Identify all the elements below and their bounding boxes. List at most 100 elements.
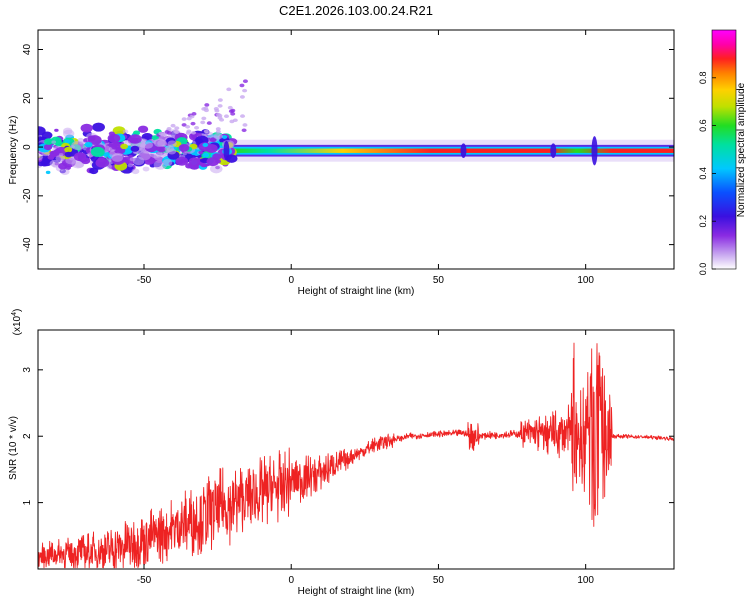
spectral-wisp <box>186 116 192 121</box>
spectrogram-y-tick-label: 20 <box>22 92 33 104</box>
spectral-blob <box>92 122 105 132</box>
spectral-blob <box>89 167 99 175</box>
spectral-wisp <box>191 130 197 135</box>
spectrogram-x-tick-label: 0 <box>288 275 294 286</box>
colorbar-ticks: 0.0 0.2 0.4 0.6 0.8 <box>698 72 716 275</box>
spectral-wisp <box>217 104 223 108</box>
spectrogram-heatmap <box>38 79 674 176</box>
snr-y-ticks: 1 2 3 <box>22 367 674 505</box>
spectral-blob <box>84 141 93 148</box>
spectral-wisp <box>181 123 187 127</box>
spectral-wisp <box>174 126 180 130</box>
colorbar-label: Normalized spectral amplitude <box>736 82 747 217</box>
spectral-blob <box>97 157 105 163</box>
spectral-blob <box>122 129 129 134</box>
snr-x-tick-label: 100 <box>577 575 594 586</box>
colorbar-tick-label: 0.2 <box>698 215 708 228</box>
spectral-wisp <box>229 119 235 124</box>
spectral-blob <box>107 133 121 143</box>
spectrogram-y-tick-label: -20 <box>22 188 33 203</box>
spectral-blob <box>80 123 93 133</box>
spectral-blob <box>204 131 214 139</box>
spectral-blob <box>202 152 210 158</box>
spectral-blob <box>45 170 51 175</box>
spectral-blob <box>108 131 115 136</box>
snr-x-tick-label: 50 <box>433 575 445 586</box>
spectral-wisp <box>223 114 229 119</box>
snr-y-tick-label: 3 <box>22 367 33 373</box>
spectral-blob <box>198 150 204 155</box>
spectral-wisp <box>239 83 245 88</box>
spectral-wisp <box>206 121 212 125</box>
snr-y-multiplier: (x104) <box>11 309 23 336</box>
spectral-blob <box>175 156 189 166</box>
spectral-blob <box>80 157 91 165</box>
spectral-wisp <box>166 126 172 131</box>
spectral-wisp <box>196 132 202 137</box>
spectral-blob <box>60 168 70 176</box>
spectral-blob <box>192 164 199 169</box>
spectral-blob <box>188 157 200 166</box>
band-spike <box>591 136 598 166</box>
snr-x-tick-label: -50 <box>137 575 152 586</box>
band-core <box>232 148 674 153</box>
spectral-blob <box>162 159 173 167</box>
band-spike <box>550 143 557 159</box>
spectral-blob <box>205 143 218 153</box>
spectral-blob <box>77 137 84 143</box>
snr-multiplier-close: ) <box>12 309 23 312</box>
spectral-blob <box>111 153 124 162</box>
spectral-blob <box>51 140 57 144</box>
spectrogram-y-ticks: -40 -20 0 20 40 <box>22 44 674 252</box>
figure-title: C2E1.2026.103.00.24.R21 <box>279 3 433 18</box>
spectral-wisp <box>217 113 223 118</box>
spectral-blob <box>206 157 220 167</box>
spectral-blob <box>74 161 84 168</box>
spectral-blob <box>62 127 73 135</box>
snr-series-line <box>38 342 674 569</box>
spectral-blob <box>142 166 150 172</box>
spectral-wisp <box>200 120 206 125</box>
spectral-wisp <box>215 129 221 134</box>
spectral-wisp <box>242 123 248 127</box>
spectral-wisp <box>239 95 245 99</box>
spectral-blob <box>202 142 209 148</box>
spectral-blob <box>49 159 60 167</box>
spectral-blob <box>49 150 57 156</box>
band-spike <box>460 143 467 159</box>
spectral-wisp <box>215 127 221 131</box>
spectral-blob <box>130 145 140 152</box>
spectrogram-frame <box>37 29 675 270</box>
spectral-wisp <box>242 88 248 93</box>
spectral-wisp <box>226 87 232 92</box>
spectral-blob <box>58 153 64 157</box>
spectral-blob <box>129 137 138 144</box>
snr-multiplier-base: (x10 <box>12 315 23 335</box>
spectral-blob <box>142 141 154 149</box>
spectral-blob <box>58 162 68 170</box>
spectral-wisp <box>214 108 220 113</box>
snr-frame <box>37 329 675 570</box>
spectral-wisp <box>166 131 172 135</box>
colorbar-tick-label: 0.8 <box>698 72 708 85</box>
spectrogram-y-tick-label: -40 <box>22 237 33 252</box>
spectral-blob <box>133 130 141 136</box>
snr-multiplier-exponent: 4 <box>11 312 18 316</box>
spectrogram-y-tick-label: 40 <box>22 44 33 56</box>
spectral-blob <box>131 168 140 175</box>
spectral-blob <box>112 126 126 136</box>
spectral-wisp <box>228 109 234 114</box>
spectrogram-x-tick-label: 100 <box>577 275 594 286</box>
spectrogram-x-label: Height of straight line (km) <box>298 286 415 297</box>
spectrogram-y-label: Frequency (Hz) <box>8 116 19 185</box>
spectral-wisp <box>191 112 197 116</box>
spectral-blob <box>64 151 73 158</box>
spectral-blob <box>90 146 105 157</box>
spectrogram-x-ticks: -50 0 50 100 <box>137 30 594 286</box>
snr-x-label: Height of straight line (km) <box>298 586 415 597</box>
spectral-wisp <box>204 103 210 107</box>
svg-text:(x104): (x104) <box>11 309 23 336</box>
spectral-blob <box>213 132 223 140</box>
spectrogram-panel: -50 0 50 100 -40 -20 0 20 40 Height of straight… <box>8 29 675 297</box>
